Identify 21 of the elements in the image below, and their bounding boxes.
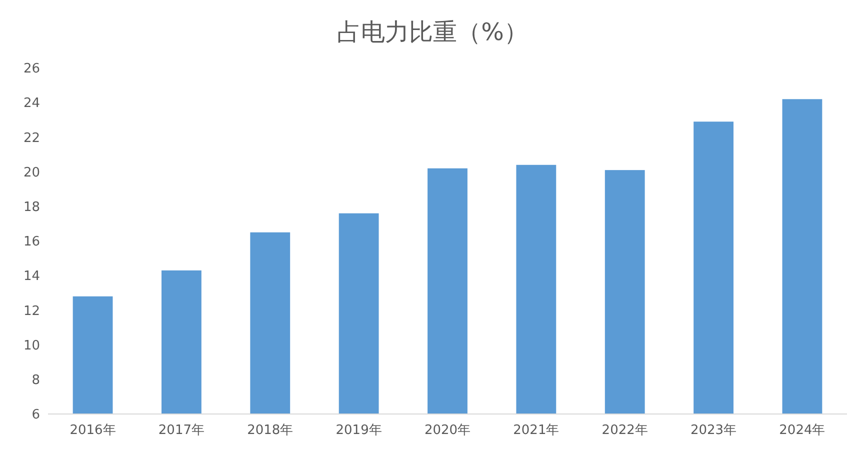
x-tick-label: 2020年 xyxy=(424,423,471,438)
x-tick-label: 2017年 xyxy=(158,423,205,438)
x-tick-label: 2018年 xyxy=(247,423,294,438)
chart-title: 占电力比重（%） xyxy=(337,18,528,46)
y-tick-label: 26 xyxy=(23,62,40,77)
x-tick-label: 2022年 xyxy=(602,423,648,438)
y-tick-label: 18 xyxy=(23,200,40,215)
x-tick-label: 2019年 xyxy=(336,423,382,438)
y-tick-label: 16 xyxy=(23,234,40,250)
y-tick-label: 14 xyxy=(23,269,40,284)
x-tick-label: 2016年 xyxy=(70,423,116,438)
y-tick-label: 20 xyxy=(23,165,40,180)
x-tick-label: 2021年 xyxy=(513,423,560,438)
y-tick-label: 12 xyxy=(23,304,40,319)
y-tick-label: 8 xyxy=(32,372,40,388)
y-tick-label: 6 xyxy=(32,408,40,423)
y-tick-label: 24 xyxy=(23,96,40,112)
x-tick-label: 2024年 xyxy=(779,423,826,438)
y-tick-label: 10 xyxy=(23,338,40,354)
x-tick-label: 2023年 xyxy=(690,423,737,438)
y-tick-label: 22 xyxy=(23,130,40,146)
